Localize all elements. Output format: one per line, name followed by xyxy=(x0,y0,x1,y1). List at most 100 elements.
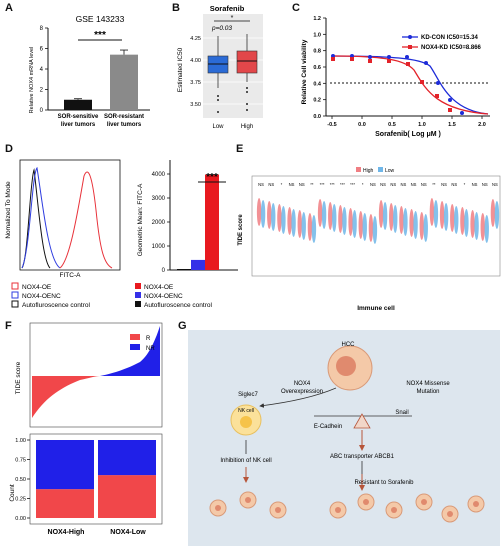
panel-g-siglec: Siglec7 xyxy=(238,392,258,398)
panel-f-bar-nr xyxy=(36,440,94,490)
panel-e-violin-high xyxy=(317,199,323,227)
panel-f-ytick: 0.25 xyxy=(15,497,26,503)
panel-e-ylabel: TIDE score xyxy=(238,214,244,246)
panel-b-group-high: High xyxy=(241,124,253,130)
panel-e-violin-high xyxy=(429,198,435,226)
panel-d-bar-legend: NOX4-OE NOX4-OENC Autofluroscence contro… xyxy=(135,283,212,309)
panel-e-violin-low xyxy=(301,212,306,240)
panel-f-group-low: NOX4-Low xyxy=(110,529,146,536)
panel-e-violin-high xyxy=(399,206,404,234)
panel-c-xtick: 1.0 xyxy=(418,122,426,128)
panel-e-violin-high xyxy=(368,214,374,242)
panel-a-title: GSE 143233 xyxy=(76,14,125,24)
panel-g-balance xyxy=(353,413,371,429)
panel-e-sig-label: NS xyxy=(299,182,305,187)
panel-a-bar-chart: GSE 143233 Relative NOX4 mRNA level 0 2 4 6… xyxy=(29,14,150,128)
panel-e-sig-label: NS xyxy=(482,182,488,187)
panel-a-cat-1a: SOR-sensitive xyxy=(58,114,99,120)
panel-a-cat-2a: SOR-resistant xyxy=(104,114,144,120)
panel-e-violin-low xyxy=(321,201,327,229)
panel-e-xlabel: Immune cell xyxy=(357,305,395,312)
panel-e-violin-high xyxy=(358,211,363,239)
panel-c-curve-chart: Relative Cell viability 0.0 0.2 0.4 0.6 0.8 1… xyxy=(301,16,490,138)
panel-g-nk: NK cell xyxy=(238,408,254,414)
panel-a-label: A xyxy=(5,2,13,14)
panel-e-violin-high xyxy=(470,210,475,238)
panel-e-sig-label: NS xyxy=(370,182,376,187)
panel-d-hist-legend: NOX4-OE NOX4-OENC Autofluroscence contro… xyxy=(11,282,90,309)
panel-g-resist: Resistant to Sorafenib xyxy=(354,480,414,486)
panel-f-ytick: 1.00 xyxy=(15,438,26,444)
panel-c-ytick: 0.6 xyxy=(313,65,321,71)
panel-b-ytick: 3.50 xyxy=(190,102,201,108)
panel-c-ytick: 0.8 xyxy=(313,49,321,55)
panel-c-label: C xyxy=(292,2,300,14)
panel-g-nox4-over-2: Overexpression xyxy=(281,389,323,395)
panel-c-ylabel: Relative Cell viability xyxy=(301,39,308,104)
panel-f-legend-nr: NR xyxy=(146,346,155,352)
panel-e-sig-label: NS xyxy=(451,182,457,187)
panel-d-bar-ytick: 4000 xyxy=(152,172,166,178)
panel-d-bar-ytick: 3000 xyxy=(152,196,166,202)
panel-g-ecad: E-Cadhein xyxy=(314,424,342,430)
panel-f-bar-r xyxy=(36,489,94,518)
panel-d-bar-ytick: 1000 xyxy=(152,244,166,250)
panel-g-nox4-mis-2: Mutation xyxy=(416,389,439,395)
panel-f-waterfall-r xyxy=(32,376,100,418)
panel-d-bar-ytick: 0 xyxy=(162,268,166,274)
panel-e-violin-low xyxy=(271,203,276,231)
panel-c-nox4kd-points xyxy=(331,57,452,112)
panel-f-label: F xyxy=(5,320,12,332)
panel-e-violin-high xyxy=(409,209,414,237)
panel-g-nox4-over-1: NOX4 xyxy=(294,381,311,387)
panel-a-ytick: 0 xyxy=(40,108,44,114)
panel-e-violin-low xyxy=(484,215,489,243)
panel-c-xlabel: Sorafenib( Log μM ) xyxy=(375,131,441,138)
panel-e-violin-low xyxy=(291,209,296,237)
panel-e-violin-low xyxy=(423,214,428,242)
panel-g-snail: Snail xyxy=(395,410,408,416)
panel-e-sig-label: *** xyxy=(350,182,355,187)
panel-e-violin-high xyxy=(307,213,313,241)
panel-c-ytick: 0.0 xyxy=(313,114,321,120)
panel-e-sig-label: NS xyxy=(380,182,386,187)
panel-e-violin-high xyxy=(419,212,424,240)
panel-c-ytick: 1.0 xyxy=(313,32,321,38)
panel-d-hist-legend-2: NOX4-OENC xyxy=(22,293,61,300)
panel-e-violin-high xyxy=(378,200,384,228)
panel-f-ytick: 0.75 xyxy=(15,458,26,464)
panel-b-box-high xyxy=(236,50,258,74)
panel-a-cat-1b: liver tumors xyxy=(61,122,96,128)
panel-e-violin-low xyxy=(352,210,357,238)
panel-b-ytick: 3.75 xyxy=(190,80,201,86)
panel-e-violin-high xyxy=(389,203,394,231)
panel-e-sig-label: *** xyxy=(340,182,345,187)
panel-g-hcc: HCC xyxy=(342,342,356,348)
panel-e-violin-low xyxy=(464,209,469,237)
panel-e-violin-high xyxy=(277,204,282,232)
panel-c-xtick: -0.5 xyxy=(327,122,336,128)
panel-e-violin-high xyxy=(287,207,292,235)
panel-d-label: D xyxy=(5,143,13,155)
panel-g-inhibition: Inhibition of NK cell xyxy=(220,458,271,464)
panel-e-violin-low xyxy=(362,213,367,241)
panel-f-legend-r: R xyxy=(146,336,151,342)
panel-e-violin-high xyxy=(460,207,465,235)
panel-c-ytick: 0.2 xyxy=(313,98,321,104)
panel-e-sig-label: NS xyxy=(441,182,447,187)
panel-b-title: Sorafenib xyxy=(210,4,245,13)
panel-e-sig-label: NS xyxy=(492,182,498,187)
panel-a-ytick: 4 xyxy=(40,67,44,73)
panel-d-bar-legend-2: NOX4-OENC xyxy=(144,293,183,300)
panel-e-violin-low xyxy=(393,205,398,233)
panel-d-hist-xlabel: FITC-A xyxy=(60,272,82,279)
panel-g-nox4-mis-1: NOX4 Missense xyxy=(406,381,450,387)
panel-e-violin-high xyxy=(297,210,302,238)
panel-c-ytick: 1.2 xyxy=(313,16,321,22)
panel-f-charts: TIDE score R NR Count 0.00 0.25 0.50 0.75 1.… xyxy=(9,322,163,536)
panel-g-label: G xyxy=(178,320,187,332)
panel-d-bar-legend-3: Autofluroscence control xyxy=(144,302,212,309)
panel-e-violin-high xyxy=(256,198,262,226)
panel-e-violin-low xyxy=(474,212,479,240)
panel-d-hist-auto xyxy=(21,168,51,269)
